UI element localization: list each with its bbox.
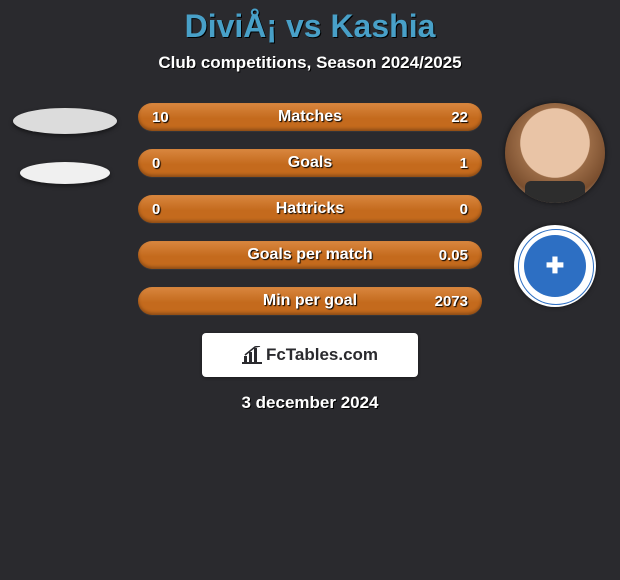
stat-row: Goals per match0.05 xyxy=(138,241,482,269)
stat-right-value: 22 xyxy=(451,109,468,126)
content-area: ✚ 10Matches220Goals10Hattricks0Goals per… xyxy=(0,103,620,413)
stat-row: 0Hattricks0 xyxy=(138,195,482,223)
club-crest-icon: ✚ xyxy=(546,255,564,277)
stat-label: Min per goal xyxy=(138,292,482,310)
left-player-avatar-placeholder-2 xyxy=(20,162,110,184)
stat-label: Goals xyxy=(138,154,482,172)
comparison-card: DiviÅ¡ vs Kashia Club competitions, Seas… xyxy=(0,0,620,580)
club-badge-inner: ✚ xyxy=(524,235,586,297)
stats-bars: 10Matches220Goals10Hattricks0Goals per m… xyxy=(138,103,482,315)
page-subtitle: Club competitions, Season 2024/2025 xyxy=(0,53,620,73)
bar-chart-icon xyxy=(242,346,262,364)
left-player-avatar-placeholder-1 xyxy=(13,108,117,134)
stat-row: Min per goal2073 xyxy=(138,287,482,315)
right-club-badge: ✚ xyxy=(514,225,596,307)
stat-right-value: 0.05 xyxy=(439,247,468,264)
stat-label: Hattricks xyxy=(138,200,482,218)
stat-left-value: 0 xyxy=(152,155,160,172)
player-face-icon xyxy=(505,103,605,203)
right-player-avatar xyxy=(505,103,605,203)
stat-label: Goals per match xyxy=(138,246,482,264)
right-player-column: ✚ xyxy=(495,103,615,307)
page-title: DiviÅ¡ vs Kashia xyxy=(0,0,620,45)
stat-row: 10Matches22 xyxy=(138,103,482,131)
stat-right-value: 2073 xyxy=(435,293,468,310)
date-text: 3 december 2024 xyxy=(0,393,620,413)
stat-right-value: 0 xyxy=(460,201,468,218)
stat-right-value: 1 xyxy=(460,155,468,172)
stat-row: 0Goals1 xyxy=(138,149,482,177)
left-player-column xyxy=(5,103,125,184)
source-logo[interactable]: FcTables.com xyxy=(202,333,418,377)
source-logo-text: FcTables.com xyxy=(266,345,378,365)
stat-left-value: 10 xyxy=(152,109,169,126)
stat-label: Matches xyxy=(138,108,482,126)
stat-left-value: 0 xyxy=(152,201,160,218)
